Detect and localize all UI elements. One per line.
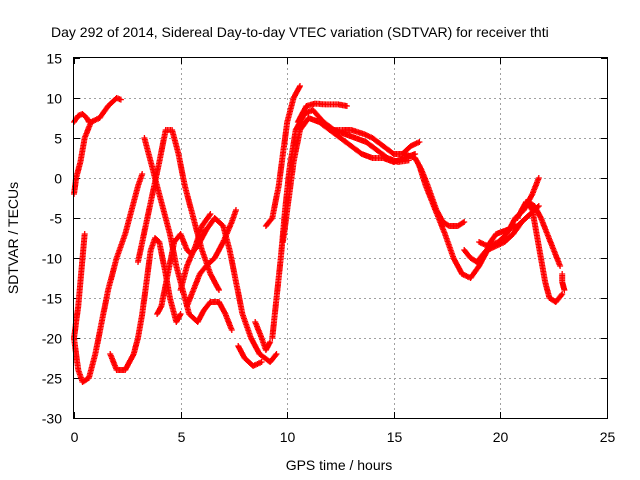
x-tick-label: 15 xyxy=(387,429,403,445)
series-track-24 xyxy=(559,271,568,293)
tick-labels: 0 5 10 15 20 25 -30 -25 -20 -15 -10 -5 0 5 10 15 xyxy=(42,51,616,446)
series-track-18 xyxy=(401,151,468,229)
series-track-11 xyxy=(235,343,265,369)
series-track-9 xyxy=(177,211,214,293)
series-track-21 xyxy=(476,211,534,249)
series-track-16 xyxy=(294,100,350,125)
y-tick-label: -10 xyxy=(42,251,62,267)
data-point-markers xyxy=(71,111,92,125)
data-point-markers xyxy=(184,207,239,309)
x-tick-label: 0 xyxy=(71,429,79,445)
data-point-markers xyxy=(279,115,419,245)
x-tick-label: 10 xyxy=(280,429,296,445)
series-track-23 xyxy=(525,199,564,269)
chart-title: Day 292 of 2014, Sidereal Day-to-day VTE… xyxy=(51,24,549,40)
data-series xyxy=(71,83,568,385)
y-axis-label: SDTVAR / TECUs xyxy=(5,182,21,294)
series-track-17 xyxy=(326,127,423,157)
y-tick-label: -25 xyxy=(42,371,62,387)
series-track-12 xyxy=(252,319,274,353)
data-point-markers xyxy=(461,175,542,265)
data-point-markers xyxy=(71,95,124,197)
data-point-markers xyxy=(476,211,534,249)
series-track-10 xyxy=(184,207,239,309)
y-tick-label: -5 xyxy=(50,211,63,227)
series-track-1 xyxy=(71,95,124,197)
data-point-markers xyxy=(525,199,564,269)
data-point-markers xyxy=(326,127,423,157)
series-track-15 xyxy=(279,115,419,245)
series-track-13 xyxy=(262,83,303,229)
data-point-markers xyxy=(401,151,468,229)
data-point-markers xyxy=(514,199,566,305)
data-point-markers xyxy=(135,127,222,293)
y-tick-label: 10 xyxy=(46,91,62,107)
y-tick-label: 5 xyxy=(54,131,62,147)
y-tick-label: -15 xyxy=(42,291,62,307)
data-point-markers xyxy=(177,211,214,293)
y-tick-label: -30 xyxy=(42,411,62,427)
x-tick-label: 25 xyxy=(600,429,616,445)
x-tick-label: 5 xyxy=(178,429,186,445)
series-track-7 xyxy=(135,127,222,293)
series-track-20 xyxy=(461,175,542,265)
series-track-14 xyxy=(269,107,412,341)
data-point-markers xyxy=(262,83,303,229)
data-point-markers xyxy=(559,271,568,293)
y-tick-label: -20 xyxy=(42,331,62,347)
x-tick-label: 20 xyxy=(493,429,509,445)
y-tick-label: 0 xyxy=(54,171,62,187)
plot-frame xyxy=(73,57,608,419)
data-point-markers xyxy=(269,107,412,341)
data-point-markers xyxy=(294,100,350,125)
series-track-2 xyxy=(71,111,92,125)
x-axis-label: GPS time / hours xyxy=(286,457,393,473)
series-track-22 xyxy=(514,199,566,305)
y-tick-label: 15 xyxy=(46,51,62,67)
data-point-markers xyxy=(235,343,265,369)
data-point-markers xyxy=(252,319,274,353)
